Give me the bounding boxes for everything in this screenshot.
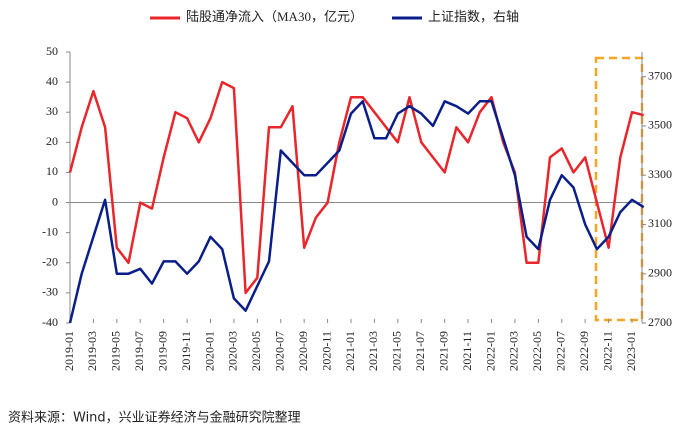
y-tick-label: 10 xyxy=(46,164,58,178)
data-line xyxy=(68,80,645,295)
y2-tick-label: 2700 xyxy=(648,315,672,329)
x-tick-label: 2021-01 xyxy=(343,331,357,371)
y-tick-label: -20 xyxy=(42,255,58,269)
source-note: 资料来源：Wind，兴业证券经济与金融研究院整理 xyxy=(8,410,301,426)
x-tick-label: 2021-09 xyxy=(436,331,450,371)
x-tick-label: 2022-09 xyxy=(577,331,591,371)
y-tick-label: -10 xyxy=(42,224,58,238)
highlight-box xyxy=(594,56,644,322)
x-tick-label: 2022-03 xyxy=(507,331,521,371)
y2-tick-label: 3100 xyxy=(648,216,672,230)
legend-label: 上证指数，右轴 xyxy=(428,9,519,24)
y-tick-label: -30 xyxy=(42,285,58,299)
x-tick-label: 2019-07 xyxy=(132,331,146,371)
x-tick-label: 2021-05 xyxy=(390,331,404,371)
x-tick-label: 2020-09 xyxy=(296,331,310,371)
x-tick-label: 2022-11 xyxy=(600,331,614,371)
x-tick-label: 2019-05 xyxy=(109,331,123,371)
x-tick-label: 2020-01 xyxy=(202,331,216,371)
x-tick-label: 2020-07 xyxy=(273,331,287,371)
legend-label: 陆股通净流入（MA30，亿元） xyxy=(186,9,363,24)
x-tick-label: 2019-11 xyxy=(179,331,193,371)
x-tick-label: 2019-09 xyxy=(155,331,169,371)
x-tick-label: 2020-05 xyxy=(249,331,263,371)
x-tick-label: 2023-01 xyxy=(624,331,638,371)
x-tick-label: 2020-03 xyxy=(226,331,240,371)
x-tick-label: 2019-01 xyxy=(62,331,76,371)
x-tick-label: 2021-07 xyxy=(413,331,427,371)
x-tick-label: 2019-03 xyxy=(85,331,99,371)
data-line xyxy=(68,100,645,324)
y-tick-label: 20 xyxy=(46,134,58,148)
y2-tick-label: 3300 xyxy=(648,167,672,181)
y-tick-label: 40 xyxy=(46,74,58,88)
y-tick-label: 30 xyxy=(46,104,58,118)
x-tick-label: 2021-11 xyxy=(460,331,474,371)
y2-tick-label: 3700 xyxy=(648,68,672,82)
x-tick-label: 2022-07 xyxy=(554,331,568,371)
x-tick-label: 2020-11 xyxy=(319,331,333,371)
x-tick-label: 2022-05 xyxy=(530,331,544,371)
y-tick-label: 50 xyxy=(46,44,58,58)
y2-tick-label: 3500 xyxy=(648,118,672,132)
y2-tick-label: 2900 xyxy=(648,265,672,279)
x-tick-label: 2022-01 xyxy=(483,331,497,371)
y-tick-label: 0 xyxy=(52,194,58,208)
x-tick-label: 2021-03 xyxy=(366,331,380,371)
y-tick-label: -40 xyxy=(42,315,58,329)
